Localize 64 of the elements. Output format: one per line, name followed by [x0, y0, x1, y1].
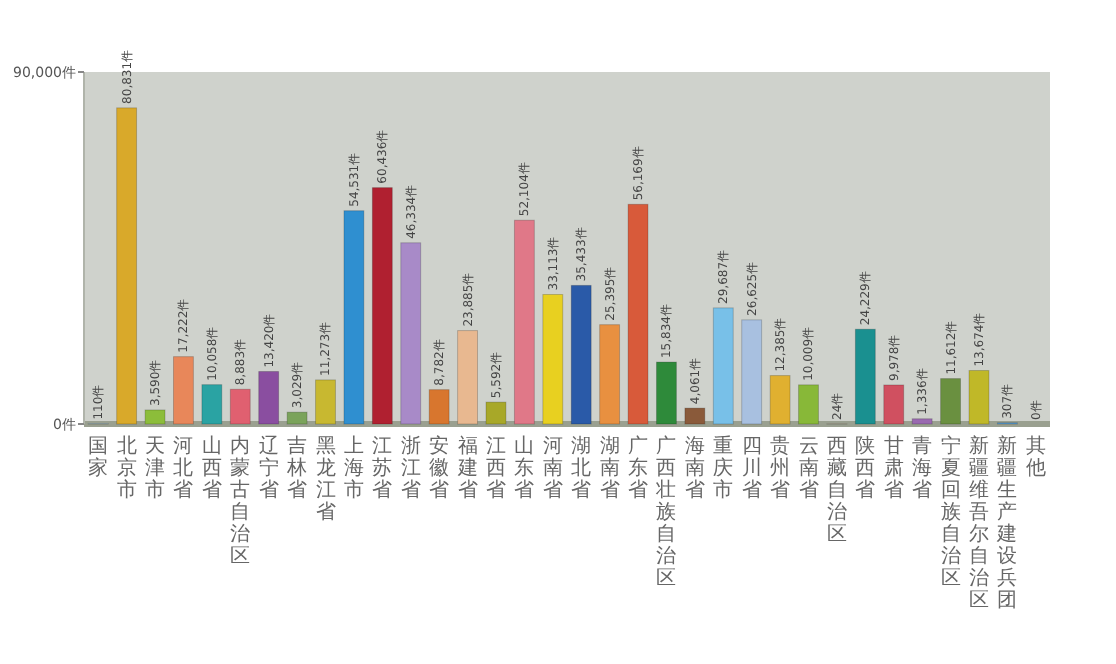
bar: [940, 378, 961, 425]
x-tick-label: 陕西省: [855, 434, 876, 502]
x-tick-label: 天津市: [145, 436, 166, 502]
x-tick-label: 安徽省: [429, 434, 450, 502]
x-tick-label: 甘肃省: [883, 434, 904, 502]
x-tick-label: 上海市: [343, 434, 364, 502]
x-tick-label: 山西省: [201, 434, 222, 502]
x-tick-label: 广东省: [628, 434, 649, 502]
bar: [116, 107, 138, 425]
bar: [883, 384, 905, 425]
x-tick-label: 吉林省: [285, 434, 308, 502]
bar: [258, 371, 280, 425]
x-tick-label: 江苏省: [372, 434, 393, 502]
x-tick-label: 海南省: [684, 434, 705, 502]
bar: [712, 307, 734, 425]
bar: [570, 284, 592, 425]
bar: [684, 407, 706, 425]
x-tick-label: 青海省: [912, 434, 933, 502]
x-tick-label: 新疆生产建设兵团: [995, 434, 1018, 612]
bar: [400, 242, 422, 425]
bar: [769, 375, 791, 425]
x-tick-label: 河北省: [173, 434, 194, 502]
bar: [286, 411, 308, 425]
x-tick-label: 重庆市: [713, 434, 734, 502]
bar: [457, 330, 478, 425]
x-tick-label: 国家: [88, 436, 109, 480]
bar: [485, 401, 507, 425]
bar: [542, 293, 564, 425]
bar: [911, 418, 933, 425]
x-tick-label: 贵州省: [770, 434, 791, 502]
x-tick-label: 其他: [1025, 434, 1046, 480]
bar: [173, 356, 194, 425]
bar: [968, 370, 990, 425]
bar: [229, 388, 251, 425]
bar: [201, 384, 223, 425]
bar: [513, 219, 535, 425]
x-tick-label: 湖北省: [571, 434, 592, 502]
bar: [343, 210, 365, 425]
bar: [627, 203, 649, 425]
x-tick-label: 河南省: [542, 434, 563, 502]
x-tick-label: 北京市: [116, 434, 137, 502]
x-tick-label: 湖南省: [599, 434, 620, 502]
x-tick-label: 西藏自治区: [826, 436, 847, 546]
bar: [741, 319, 763, 425]
bar: [854, 328, 876, 425]
x-tick-label: 广西壮族自治区: [654, 434, 677, 590]
x-tick-label: 黑龙江省: [315, 436, 336, 524]
x-tick-label: 宁夏回族自治区: [940, 434, 961, 590]
x-tick-label: 内蒙古自治区: [230, 434, 251, 568]
x-tick-label: 福建省: [455, 434, 478, 502]
bar: [428, 389, 450, 425]
bar: [599, 324, 621, 425]
bar: [798, 384, 819, 425]
x-tick-label: 云南省: [798, 436, 819, 502]
bar: [144, 409, 166, 425]
x-tick-label: 江西省: [485, 434, 506, 502]
bar: [656, 361, 677, 425]
x-tick-label: 辽宁省: [258, 434, 279, 502]
x-tick-label: 四川省: [741, 436, 762, 502]
bar: [315, 379, 336, 425]
x-tick-label: 浙江省: [400, 434, 421, 502]
x-tick-label: 山东省: [514, 434, 535, 502]
x-tick-label: 新疆维吾尔自治区: [968, 434, 989, 612]
bar: [371, 187, 393, 425]
